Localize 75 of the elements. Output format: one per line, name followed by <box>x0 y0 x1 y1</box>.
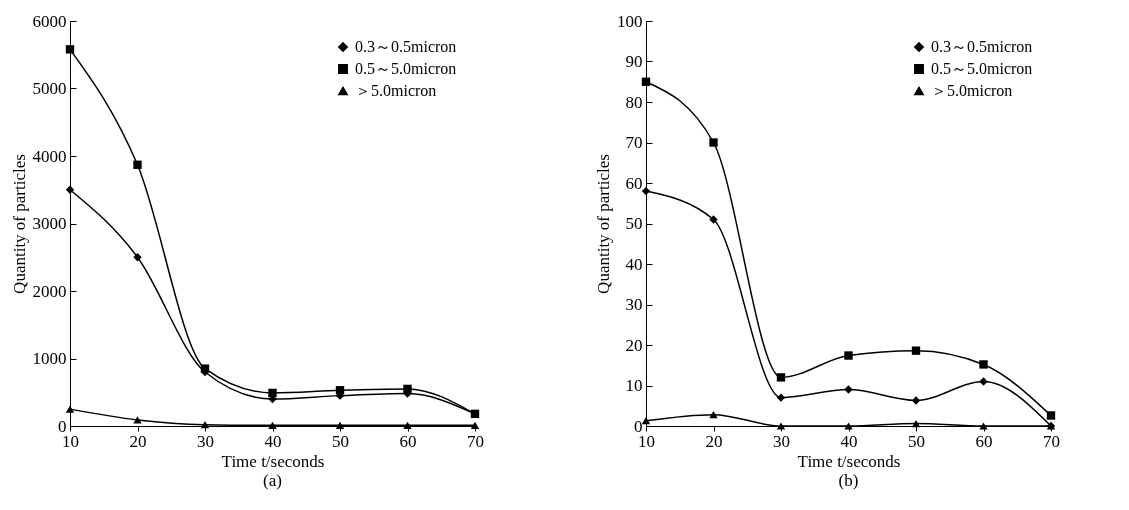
point <box>911 419 921 428</box>
point <box>979 377 988 386</box>
x-tick-label: 50 <box>908 431 925 451</box>
legend-label: 0.5～5.0micron <box>931 60 1033 77</box>
legend-label: ＞5.0micron <box>931 82 1013 99</box>
legend-label: ＞5.0micron <box>355 82 437 99</box>
x-tick-label: 40 <box>264 431 282 451</box>
legend-label: 0.5～5.0micron <box>355 60 457 77</box>
point <box>65 45 75 54</box>
point <box>335 421 345 429</box>
y-tick-label: 70 <box>625 133 643 152</box>
x-tick-label: 30 <box>773 431 790 451</box>
point <box>133 160 142 169</box>
y-tick-label: 80 <box>625 92 643 112</box>
point <box>200 421 210 429</box>
x-tick-label: 70 <box>467 431 484 451</box>
y-tick-label: 10 <box>625 376 643 395</box>
point <box>844 385 853 394</box>
y-axis-title: Quantity of particles <box>594 154 613 294</box>
point <box>979 422 988 430</box>
y-tick-label: 0 <box>58 416 67 436</box>
y-tick-label: 6000 <box>32 11 67 31</box>
point <box>979 360 988 369</box>
point <box>641 186 651 196</box>
point <box>65 405 75 413</box>
point <box>403 384 412 394</box>
point <box>268 421 277 429</box>
y-tick-label: 2000 <box>32 281 67 301</box>
point <box>911 396 921 405</box>
y-tick-label: 5000 <box>32 79 67 98</box>
y-tick-label: 90 <box>625 52 643 71</box>
y-tick-label: 100 <box>617 11 643 31</box>
point <box>911 346 921 355</box>
x-tick-label: 60 <box>399 431 417 451</box>
y-tick-label: 3000 <box>32 214 67 233</box>
y-axis-title: Quantity of particles <box>9 154 29 294</box>
y-tick-label: 30 <box>625 295 643 314</box>
point <box>641 417 651 425</box>
point <box>65 185 75 194</box>
point <box>709 138 718 147</box>
point <box>200 364 210 373</box>
x-tick-label: 30 <box>197 431 214 451</box>
y-tick-label: 20 <box>625 335 643 355</box>
point <box>776 393 786 402</box>
legend-label: 0.3～0.5micron <box>931 38 1033 55</box>
point <box>709 215 718 224</box>
point <box>844 351 853 360</box>
text: (a) <box>263 471 282 490</box>
x-tick-label: 60 <box>975 431 993 451</box>
x-axis-title: Time t/seconds <box>797 451 901 471</box>
legend-label: 0.3～0.5micron <box>355 38 457 55</box>
y-tick-label: 50 <box>625 214 643 233</box>
y-tick-label: 40 <box>625 254 643 274</box>
y-tick-label: 1000 <box>32 349 67 368</box>
point <box>133 253 142 262</box>
point <box>335 386 345 395</box>
y-tick-label: 60 <box>625 173 643 193</box>
point <box>709 411 718 419</box>
text: (b) <box>838 471 859 490</box>
point <box>403 421 412 429</box>
point <box>776 373 786 382</box>
x-tick-label: 70 <box>1043 431 1060 451</box>
point <box>133 416 142 424</box>
point <box>641 77 651 86</box>
x-tick-label: 20 <box>705 431 723 451</box>
x-tick-label: 20 <box>129 431 147 451</box>
point <box>1046 411 1056 420</box>
point <box>776 422 786 430</box>
x-tick-label: 40 <box>840 431 858 451</box>
point <box>844 422 853 430</box>
y-tick-label: 0 <box>634 416 643 436</box>
x-tick-label: 50 <box>332 431 349 451</box>
point <box>268 388 277 398</box>
x-axis-title: Time t/seconds <box>221 451 325 471</box>
y-tick-label: 4000 <box>32 146 67 166</box>
